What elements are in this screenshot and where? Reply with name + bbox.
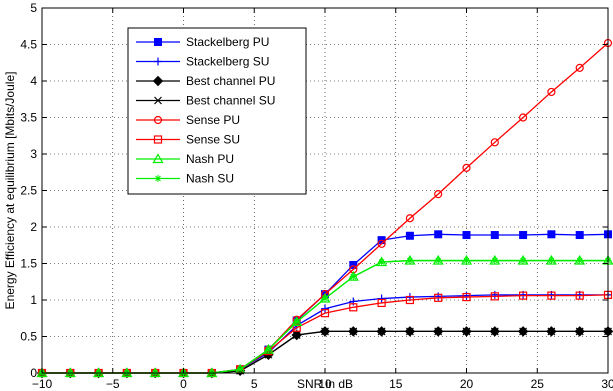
data-point-nash-su bbox=[349, 273, 357, 281]
y-tick-label: 0.5 bbox=[20, 330, 37, 344]
data-point-stackelberg-pu bbox=[490, 231, 499, 240]
data-point-best-channel-su bbox=[405, 327, 414, 336]
legend-label-nash-pu: Nash PU bbox=[186, 152, 234, 166]
data-point-stackelberg-pu bbox=[405, 231, 414, 240]
data-point-best-channel-su bbox=[434, 327, 443, 336]
data-point-stackelberg-pu bbox=[349, 260, 358, 269]
x-tick-label: 15 bbox=[389, 377, 403, 391]
x-tick-label: −10 bbox=[32, 377, 53, 391]
data-point-best-channel-su bbox=[321, 327, 329, 336]
data-point-stackelberg-su bbox=[462, 291, 471, 300]
data-point-nash-su bbox=[519, 257, 527, 265]
x-tick-label: 25 bbox=[531, 377, 545, 391]
data-point-stackelberg-pu bbox=[547, 230, 556, 239]
data-point-stackelberg-su bbox=[434, 292, 443, 301]
legend-label-sense-su: Sense SU bbox=[186, 133, 240, 147]
legend: Stackelberg PU Stackelberg SU Best channel… bbox=[127, 27, 307, 195]
data-point-nash-su bbox=[378, 258, 386, 266]
x-tick-label: 5 bbox=[251, 377, 258, 391]
legend-label-stackelberg-su: Stackelberg SU bbox=[186, 55, 269, 69]
data-point-sense-pu bbox=[490, 138, 499, 147]
legend-marker-stackelberg-su bbox=[154, 57, 162, 66]
data-point-sense-pu bbox=[547, 87, 556, 97]
data-point-nash-su bbox=[491, 257, 499, 265]
y-axis-label: Energy Efficiency at equilibrium [Mbits/… bbox=[3, 72, 17, 310]
data-point-sense-su bbox=[377, 298, 386, 308]
data-point-best-channel-su bbox=[377, 327, 386, 336]
data-point-nash-su bbox=[406, 257, 414, 265]
data-point-nash-su bbox=[236, 365, 244, 373]
legend-marker-sense-pu bbox=[153, 115, 163, 125]
y-tick-label: 1 bbox=[30, 293, 37, 307]
data-point-nash-su bbox=[547, 257, 555, 265]
data-point-best-channel-su bbox=[490, 327, 499, 336]
x-tick-label: 10 bbox=[318, 377, 332, 391]
legend-label-sense-pu: Sense PU bbox=[186, 113, 240, 127]
legend-label-nash-su: Nash SU bbox=[186, 172, 234, 186]
data-point-sense-su bbox=[434, 293, 443, 302]
x-tick-label: 0 bbox=[180, 377, 187, 391]
data-point-nash-su bbox=[576, 257, 584, 265]
data-point-best-channel-su bbox=[349, 327, 358, 336]
y-tick-label: 5 bbox=[30, 1, 37, 15]
data-point-sense-su bbox=[575, 291, 584, 300]
x-tick-label: 30 bbox=[601, 377, 613, 391]
legend-marker-best-channel-pu bbox=[152, 75, 164, 87]
data-point-nash-su bbox=[264, 346, 272, 354]
x-axis-label: SNR in dB bbox=[297, 377, 353, 391]
data-point-nash-su bbox=[293, 318, 301, 326]
data-point-best-channel-su bbox=[292, 331, 301, 339]
data-point-sense-su bbox=[490, 292, 499, 301]
data-point-sense-pu bbox=[377, 239, 386, 248]
y-tick-label: 4.5 bbox=[20, 38, 37, 52]
y-tick-label: 0 bbox=[30, 366, 37, 380]
data-point-sense-pu bbox=[575, 63, 584, 72]
data-point-stackelberg-pu bbox=[434, 230, 443, 239]
y-tick-label: 4 bbox=[30, 74, 37, 88]
data-point-stackelberg-pu bbox=[575, 231, 584, 240]
data-point-sense-su bbox=[349, 303, 358, 312]
data-point-stackelberg-pu bbox=[462, 231, 471, 240]
data-point-sense-su bbox=[462, 292, 471, 302]
legend-marker-stackelberg-pu bbox=[154, 38, 162, 46]
data-point-nash-su bbox=[463, 257, 470, 265]
data-point-stackelberg-pu bbox=[519, 231, 528, 240]
data-point-best-channel-su bbox=[519, 327, 528, 336]
legend-marker-sense-su bbox=[153, 135, 163, 144]
legend-label-best-channel-pu: Best channel PU bbox=[186, 74, 275, 88]
data-point-nash-su bbox=[321, 295, 329, 303]
y-tick-label: 3 bbox=[30, 147, 37, 161]
data-point-sense-su bbox=[547, 291, 556, 300]
y-tick-label: 3.5 bbox=[20, 111, 37, 125]
legend-box bbox=[127, 27, 307, 195]
data-point-sense-pu bbox=[518, 113, 528, 122]
data-point-nash-su bbox=[434, 257, 442, 265]
legend-marker-nash-su bbox=[154, 175, 162, 182]
legend-label-best-channel-su: Best channel SU bbox=[186, 94, 275, 108]
x-tick-label: 20 bbox=[460, 377, 474, 391]
data-point-best-channel-su bbox=[547, 327, 556, 336]
data-point-sense-su bbox=[518, 291, 528, 300]
data-point-best-channel-su bbox=[462, 327, 471, 336]
data-point-stackelberg-su bbox=[490, 290, 499, 299]
data-point-best-channel-su bbox=[575, 327, 584, 336]
y-tick-label: 2.5 bbox=[20, 184, 37, 198]
data-point-sense-pu bbox=[462, 163, 471, 172]
x-tick-label: −5 bbox=[106, 377, 120, 391]
legend-marker-nash-pu bbox=[152, 153, 164, 164]
legend-label-stackelberg-pu: Stackelberg PU bbox=[186, 35, 269, 49]
data-point-sense-su bbox=[405, 295, 414, 305]
y-tick-label: 2 bbox=[30, 220, 37, 234]
data-point-sense-pu bbox=[405, 214, 414, 223]
data-point-sense-su bbox=[320, 309, 330, 318]
data-point-stackelberg-su bbox=[377, 294, 386, 303]
data-point-sense-pu bbox=[434, 190, 443, 199]
data-point-stackelberg-su bbox=[321, 304, 329, 313]
axis-ticks: −10 −5 0 5 10 15 20 25 30 0 0.5 1 1.5 2 2.5 3 3.5 4 4.5 5 bbox=[20, 1, 613, 391]
y-tick-label: 1.5 bbox=[20, 257, 37, 271]
legend-marker-best-channel-su bbox=[154, 96, 162, 105]
